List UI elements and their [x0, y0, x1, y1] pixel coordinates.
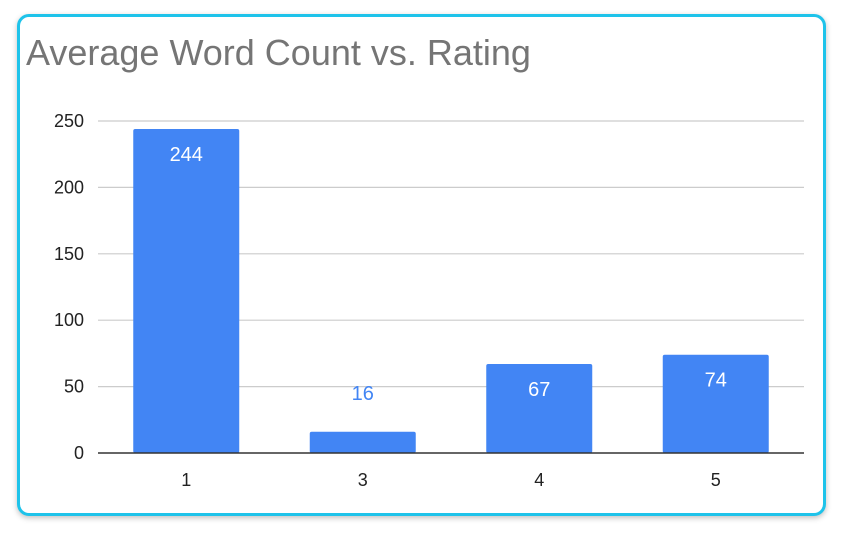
- x-tick-label: 1: [181, 470, 191, 490]
- y-tick-label: 200: [54, 177, 84, 197]
- y-tick-label: 150: [54, 244, 84, 264]
- bar-4: [486, 364, 593, 453]
- x-tick-label: 5: [711, 470, 721, 490]
- x-tick-label: 4: [534, 470, 544, 490]
- bar-5: [662, 354, 769, 453]
- bars: [133, 128, 769, 453]
- data-label: 16: [352, 383, 374, 405]
- bar-1: [133, 128, 240, 453]
- data-labels: 244 16 67 74: [170, 144, 727, 405]
- y-tick-label: 0: [74, 443, 84, 463]
- y-tick-label: 50: [64, 377, 84, 397]
- y-tick-label: 250: [54, 111, 84, 131]
- y-tick-label: 100: [54, 310, 84, 330]
- bar-3: [309, 431, 416, 453]
- data-label: 67: [528, 379, 550, 401]
- y-axis-ticks: 0 50 100 150 200 250: [54, 111, 84, 463]
- chart-title: Average Word Count vs. Rating: [26, 32, 531, 73]
- x-tick-label: 3: [358, 470, 368, 490]
- data-label: 74: [705, 370, 727, 392]
- data-label: 244: [170, 144, 203, 166]
- x-axis-ticks: 1 3 4 5: [181, 470, 721, 490]
